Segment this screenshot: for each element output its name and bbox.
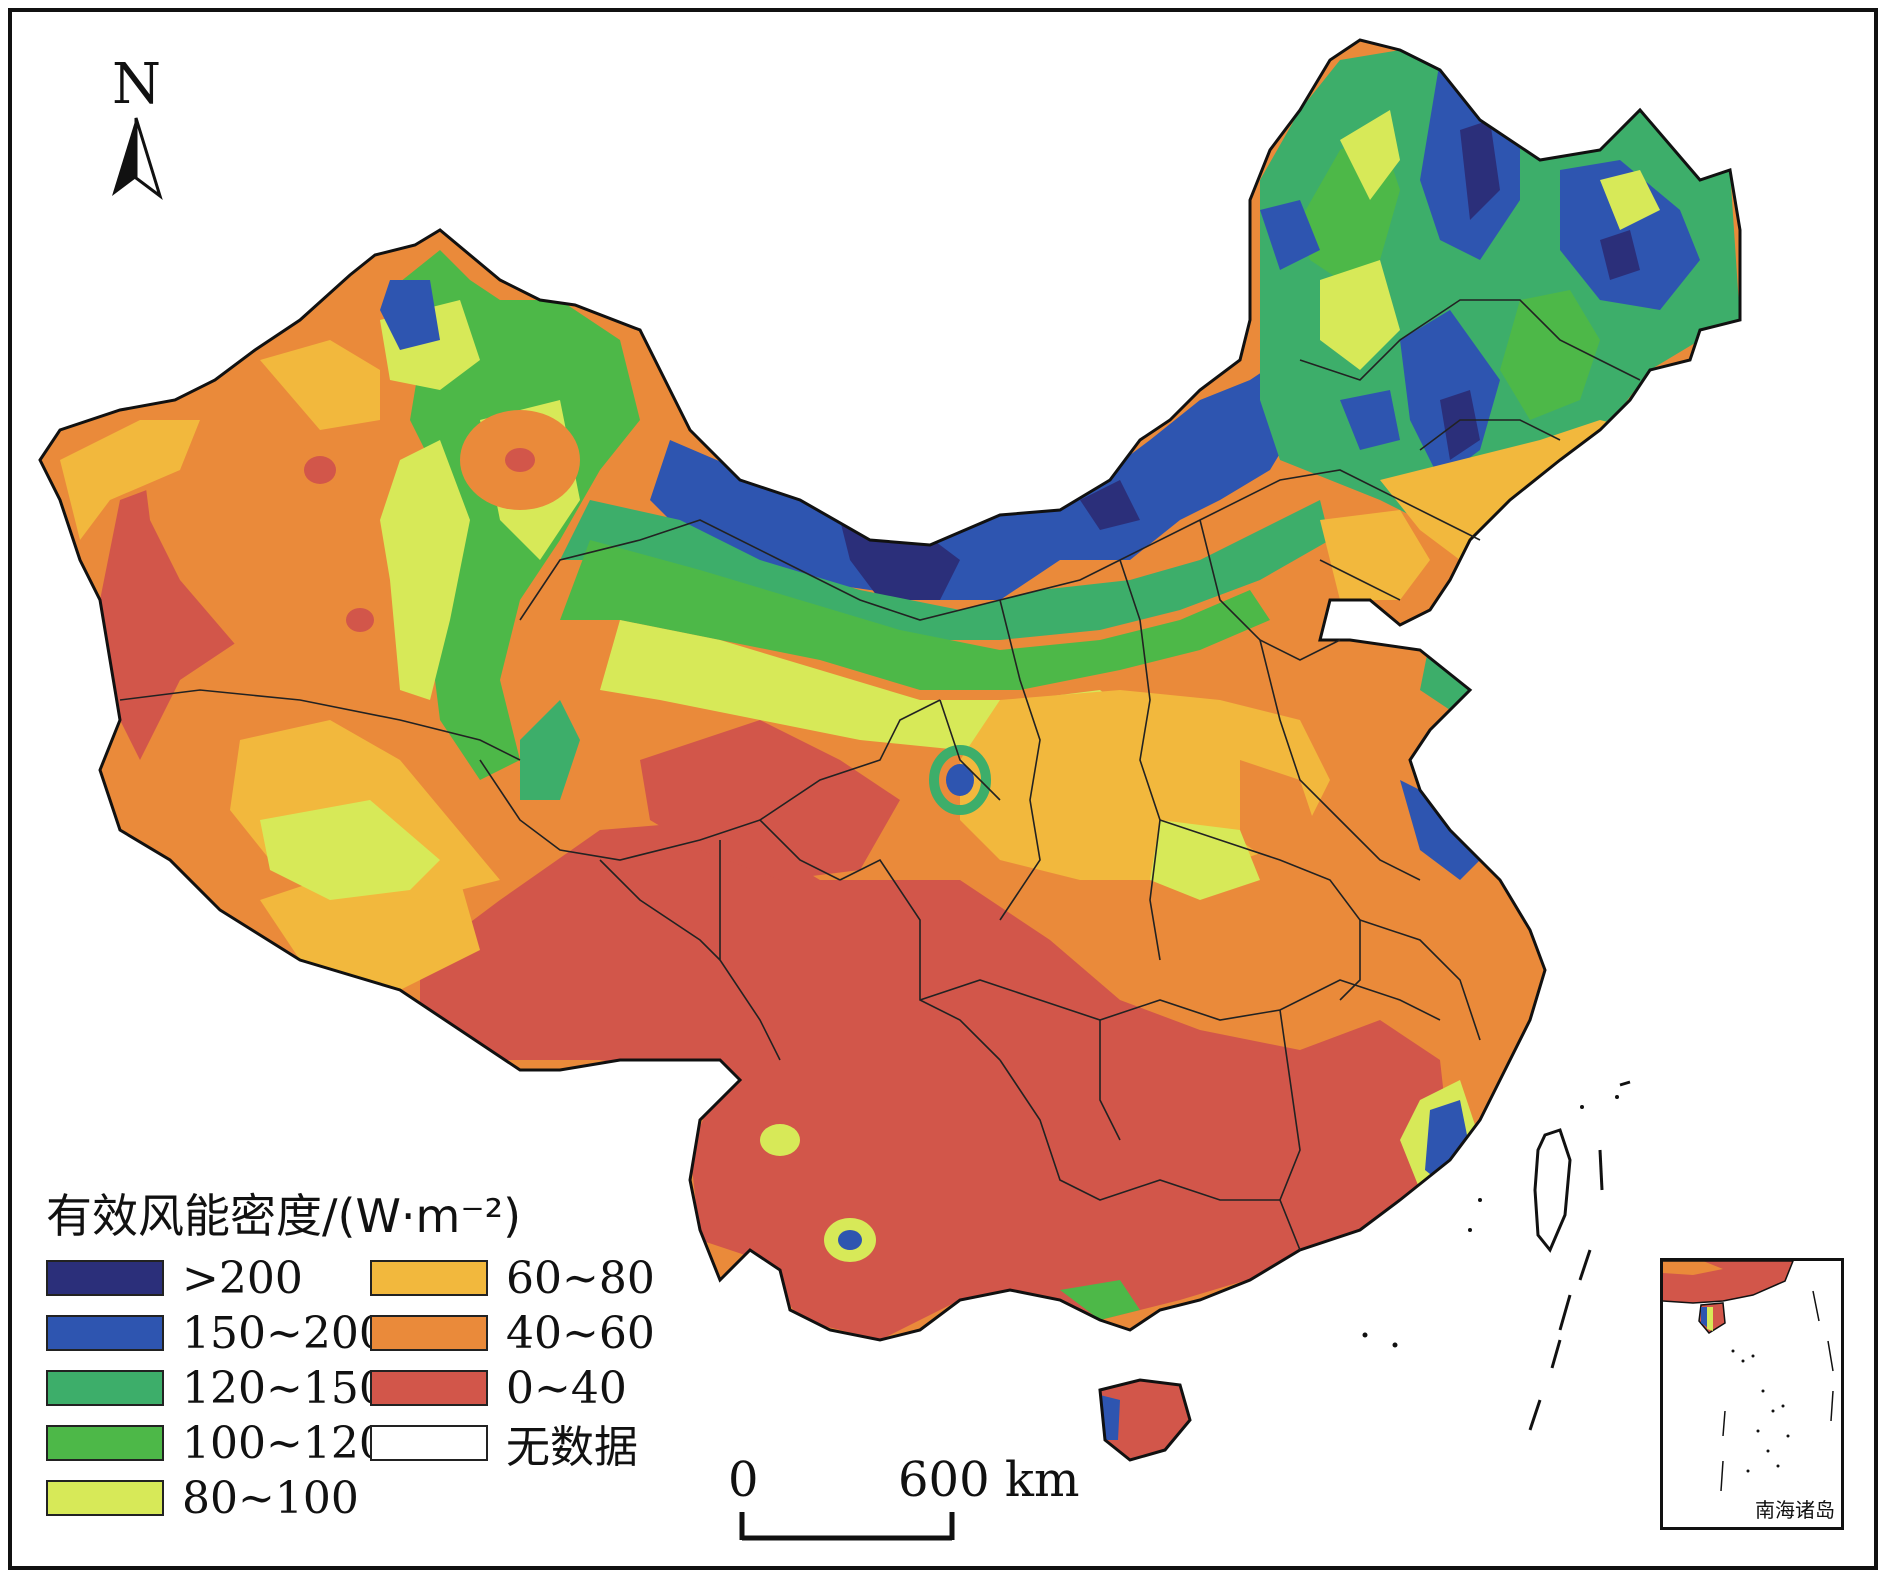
scale-bar [739,1512,955,1541]
legend-label: 120~150 [182,1362,387,1414]
legend-item-100-120: 100~120 [46,1418,387,1469]
small-islands [1362,1095,1619,1348]
legend-swatch [46,1370,164,1406]
legend-item-80-100: 80~100 [46,1473,359,1524]
legend-item-0-40: 0~40 [370,1363,627,1414]
inset-label: 南海诸岛 [1755,1498,1835,1522]
sea-boundary-lines [1528,1080,1631,1431]
north-label: N [112,52,161,117]
legend-label: 40~60 [506,1307,655,1359]
inset-map [1663,1261,1834,1492]
legend-item-150-200: 150~200 [46,1308,387,1359]
legend-swatch [370,1425,488,1461]
province-boundaries [119,299,1641,1251]
legend-swatch [370,1370,488,1406]
scale-label-end: 600 km [898,1452,1080,1508]
legend-swatch [46,1260,164,1296]
north-arrow-icon [112,117,163,200]
legend-item-gt200: >200 [46,1253,303,1304]
legend-title: 有效风能密度/(W·m⁻²) [46,1189,522,1243]
legend-item-no-data: 无数据 [370,1422,638,1473]
legend-label: 150~200 [182,1307,387,1359]
legend-swatch [370,1260,488,1296]
legend-item-120-150: 120~150 [46,1363,387,1414]
china-border [38,38,1742,1342]
legend-swatch [46,1425,164,1461]
hainan-border [1098,1378,1192,1462]
legend-label: >200 [182,1252,303,1304]
legend-item-60-80: 60~80 [370,1253,655,1304]
legend-item-40-60: 40~60 [370,1308,655,1359]
legend-label: 0~40 [506,1362,627,1414]
legend-label: 100~120 [182,1417,387,1469]
south-china-sea-inset: 南海诸岛 [1660,1258,1844,1530]
scale-label-start: 0 [728,1452,759,1508]
legend-label: 无数据 [506,1422,638,1473]
legend-label: 60~80 [506,1252,655,1304]
taiwan-island [1533,1128,1572,1253]
legend-swatch [370,1315,488,1351]
legend-label: 80~100 [182,1472,359,1524]
legend-swatch [46,1480,164,1516]
legend-swatch [46,1315,164,1351]
